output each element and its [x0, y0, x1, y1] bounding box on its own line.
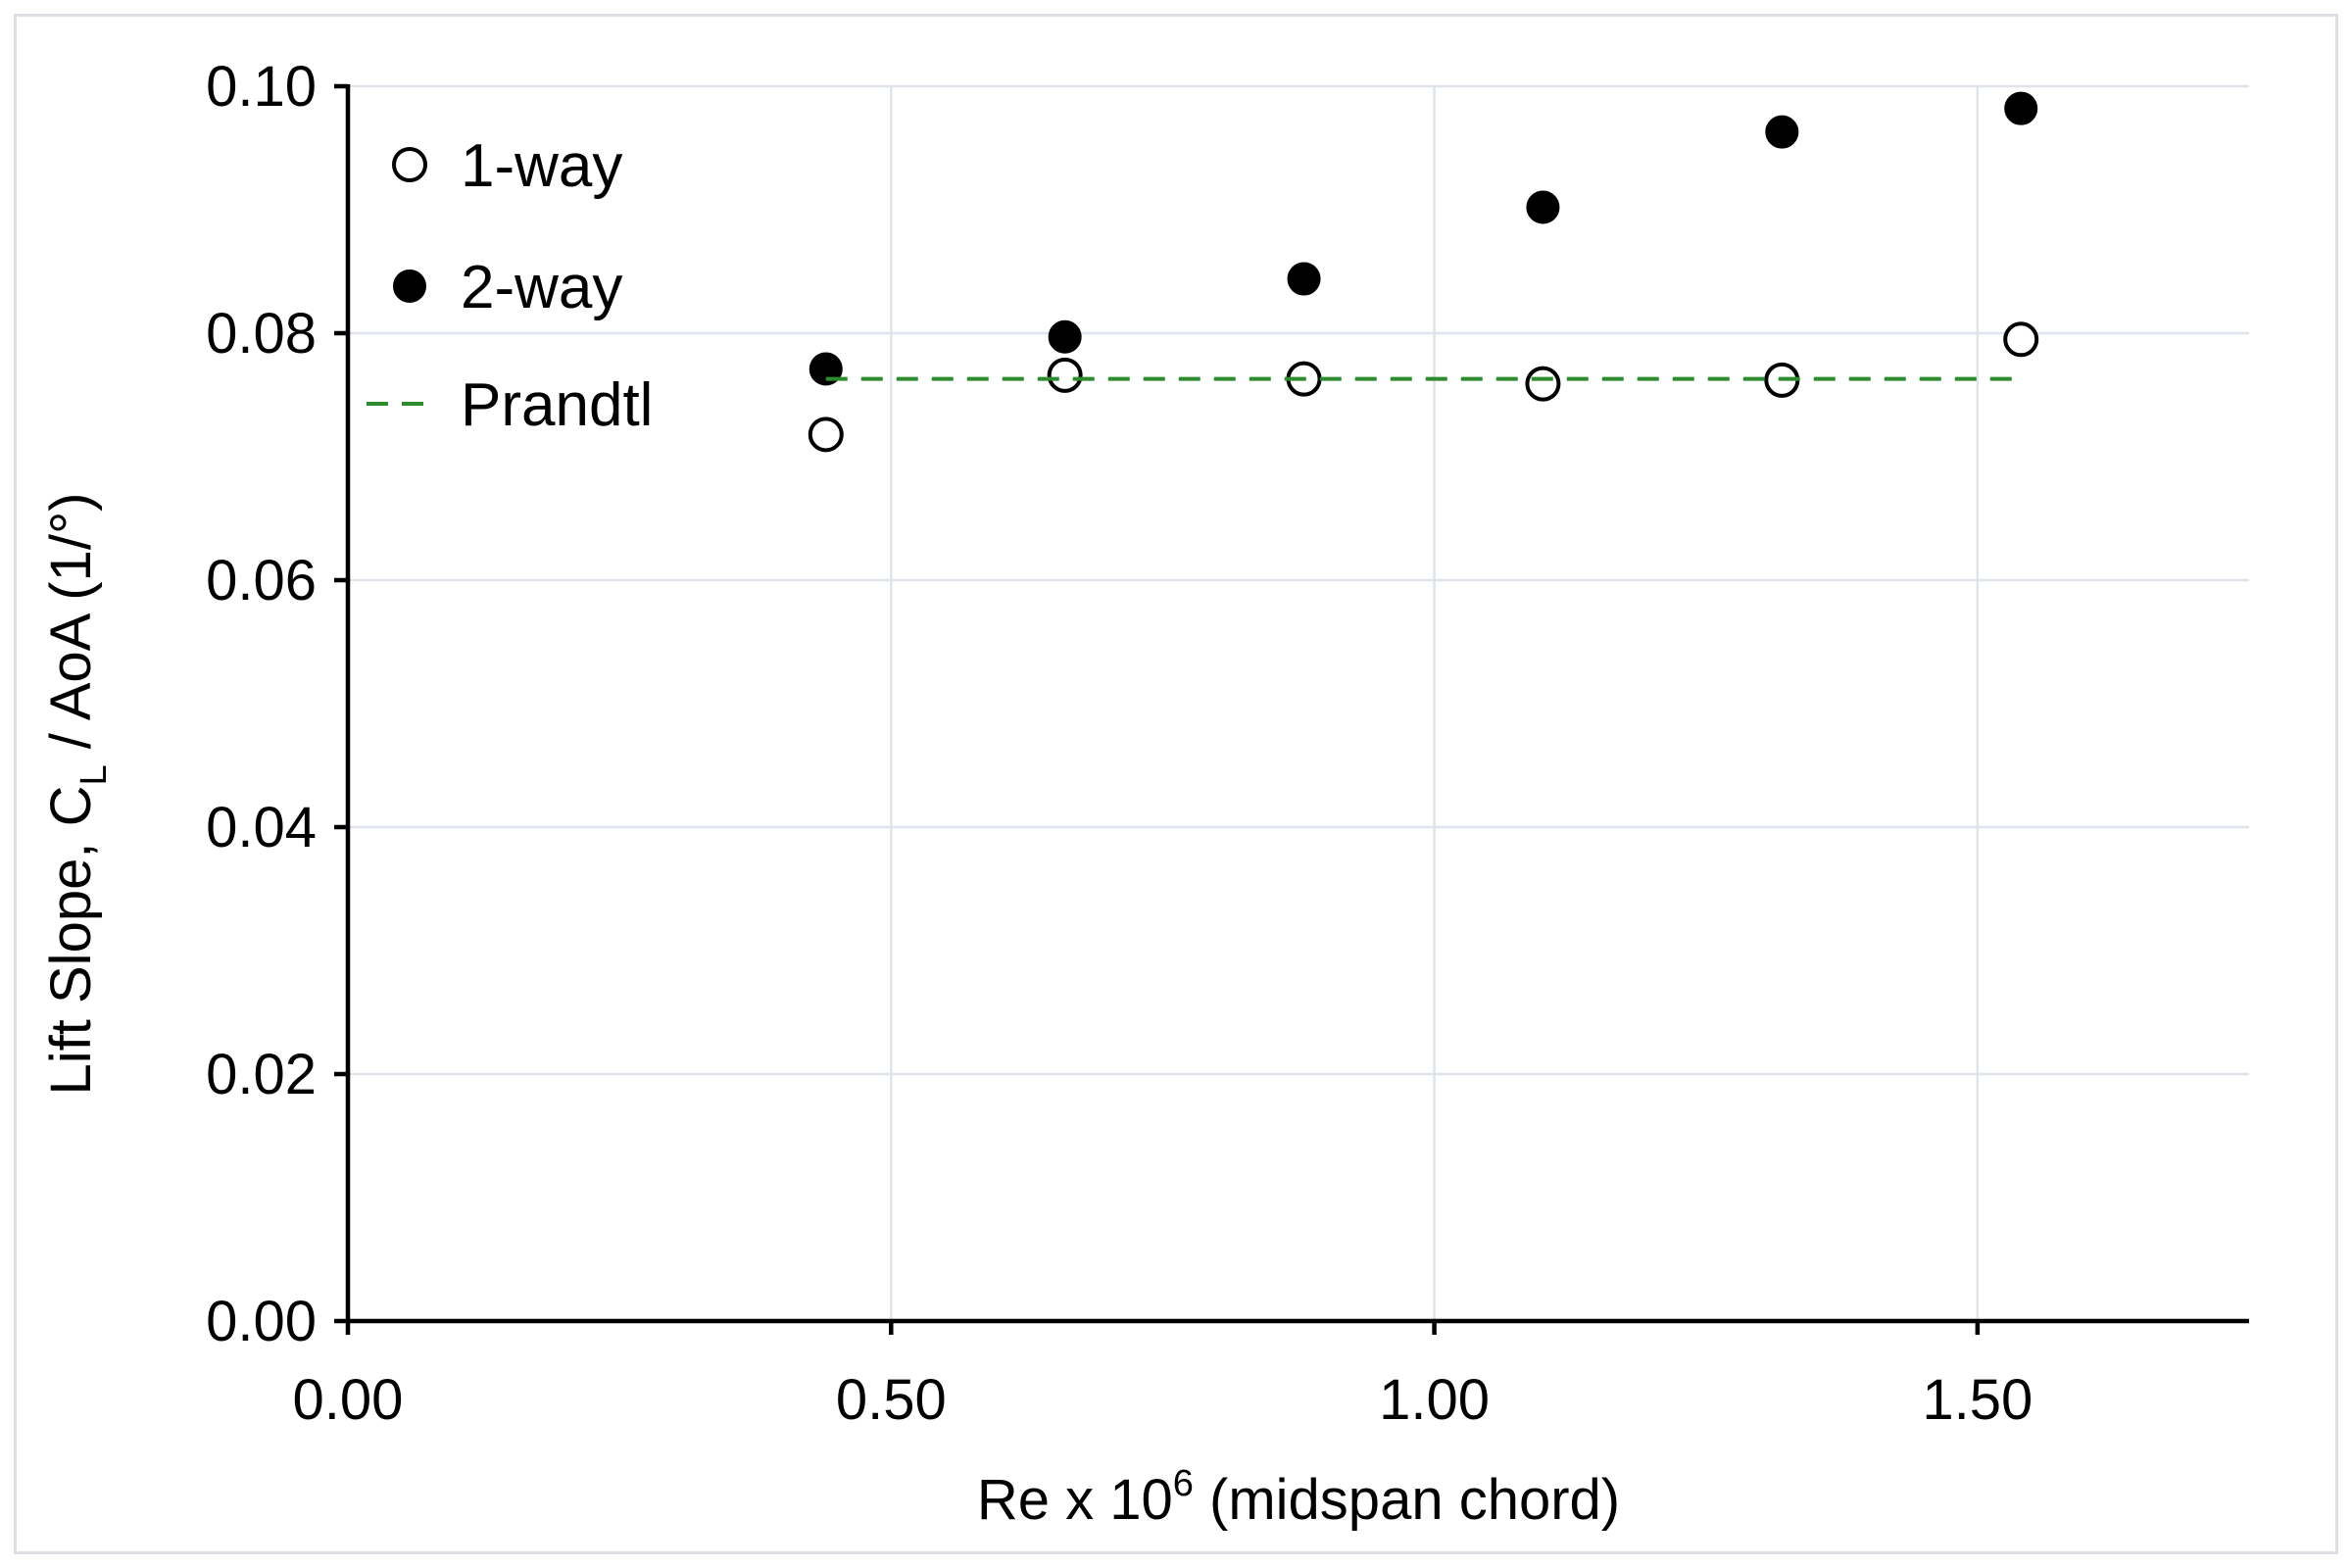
1-way-point: [2003, 321, 2039, 358]
legend-label-prandtl: Prandtl: [461, 371, 653, 439]
legend-swatch-2-way: [393, 270, 426, 303]
data-series: [808, 91, 2039, 453]
2-way-point: [2004, 91, 2038, 125]
axes: [334, 83, 2249, 1335]
chart-frame: [14, 14, 2338, 1554]
x-tick-label: 0.50: [836, 1368, 947, 1432]
legend-label-2-way: 2-way: [461, 254, 622, 321]
x-axis-title: Re x 106 (midspan chord): [977, 1463, 1620, 1532]
grid: [348, 84, 2249, 1321]
x-tick-label: 1.00: [1379, 1368, 1490, 1432]
2-way-point: [1526, 190, 1560, 224]
y-axis-title: Lift Slope, CL / AoA (1/°): [39, 493, 115, 1096]
y-tick-label: 0.04: [206, 796, 317, 859]
y-tick-label: 0.02: [206, 1043, 317, 1106]
y-tick-label: 0.10: [206, 55, 317, 119]
y-tick-label: 0.08: [206, 302, 317, 366]
legend: 1-way 2-way Prandtl: [367, 132, 653, 439]
1-way-point: [1047, 357, 1083, 393]
x-tick-label: 0.00: [293, 1368, 404, 1432]
tick-labels: 0.00 0.02 0.04 0.06 0.08 0.10 0.00 0.50 1.00 1.50: [206, 55, 2033, 1432]
y-tick-label: 0.06: [206, 549, 317, 612]
1-way-point: [1525, 366, 1561, 402]
1-way-point: [808, 416, 844, 453]
legend-label-1-way: 1-way: [461, 132, 622, 200]
2-way-point: [1287, 262, 1321, 296]
2-way-point: [808, 352, 843, 386]
y-tick-label: 0.00: [206, 1290, 317, 1353]
legend-swatch-1-way: [392, 147, 427, 182]
2-way-point: [1048, 319, 1082, 354]
2-way-point: [1765, 115, 1799, 149]
x-tick-label: 1.50: [1922, 1368, 2033, 1432]
